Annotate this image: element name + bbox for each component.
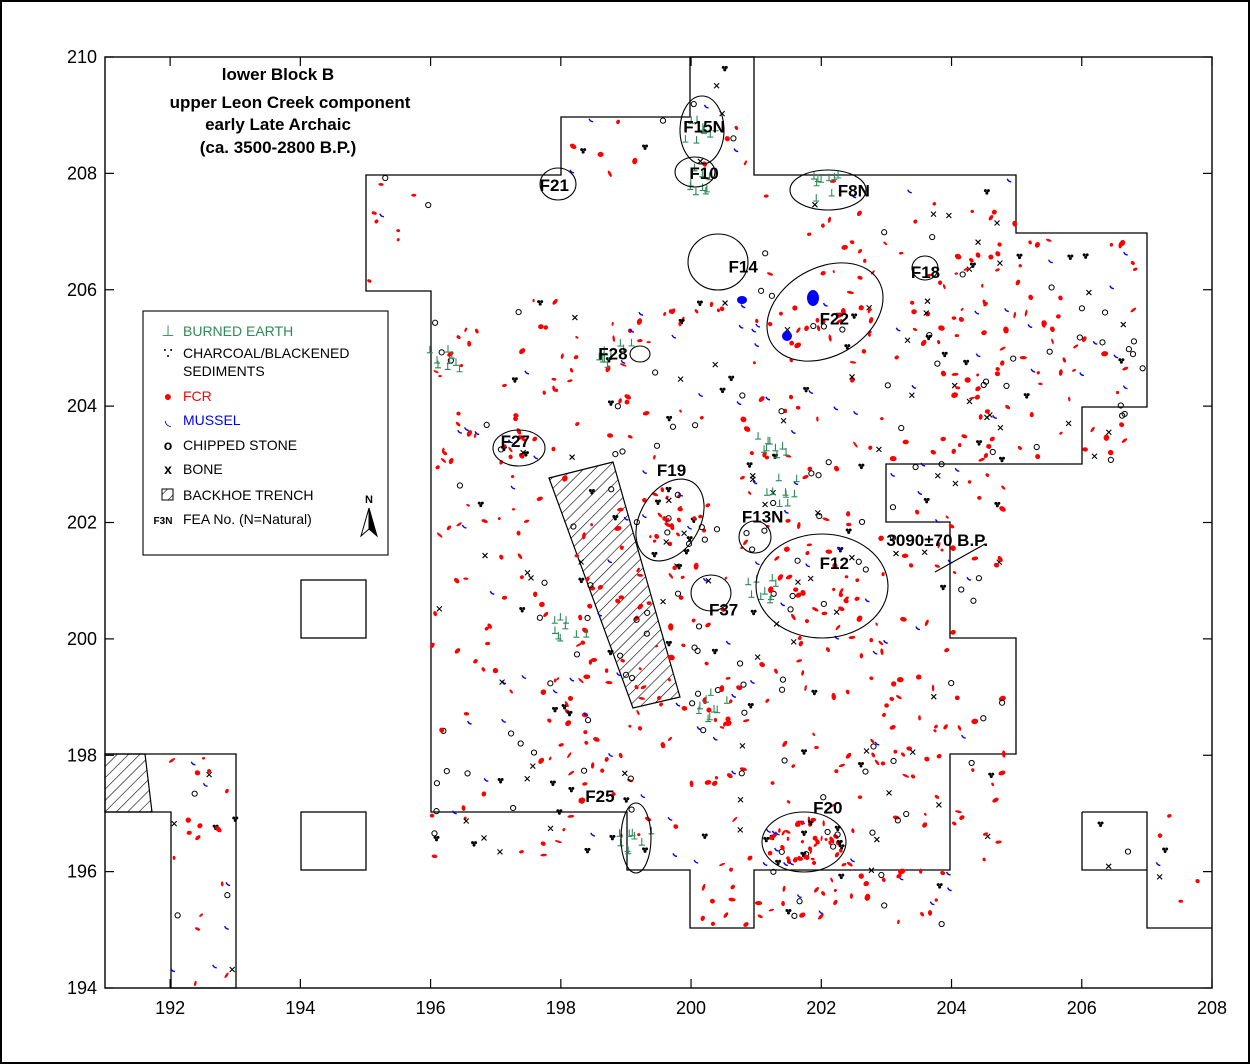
outline-f21 [539,167,577,201]
legend-symbol-fea-no: F3N [154,516,173,527]
title-line-4: (ca. 3500-2800 B.P.) [200,138,357,157]
y-tick-label: 200 [67,629,97,649]
legend-symbol-charcoal: ∵ [163,345,173,362]
test-unit-194-200 [300,579,367,639]
legend-symbol-bone: x [164,461,172,477]
outline-f25 [620,802,652,874]
legend: ⊥ BURNED EARTH ∵ CHARCOAL/BLACKENED SEDI… [142,310,389,556]
legend-label-charcoal: CHARCOAL/BLACKENED [183,345,350,361]
outline-f37 [690,574,732,612]
outline-f13n [738,520,772,554]
y-tick-label: 206 [67,280,97,300]
title-line-1: lower Block B [222,65,334,84]
north-arrow-right [368,507,378,538]
legend-symbol-burned-earth: ⊥ [161,323,174,340]
outline-f12 [755,533,889,639]
feature-label-f10: F10 [689,164,718,183]
feature-label-f20: F20 [813,798,842,817]
legend-symbol-chipped-stone: o [164,437,173,453]
legend-label-burned-earth: BURNED EARTH [183,323,293,339]
map-title: lower Block B upper Leon Creek component… [170,65,411,157]
feature-label-f12: F12 [820,554,849,573]
x-tick-label: 208 [1197,998,1227,1018]
x-tick-label: 192 [155,998,185,1018]
backhoe-trench-main [548,461,681,709]
test-unit-194-196 [300,811,367,871]
feature-label-f14: F14 [729,257,759,276]
outline-f10 [674,156,716,188]
feature-label-f25: F25 [585,787,614,806]
legend-label-bone: BONE [183,461,223,477]
north-arrow: N [360,494,378,538]
legend-label-mussel: MUSSEL [183,412,241,428]
outline-f19 [635,478,705,562]
title-line-3: early Late Archaic [205,115,351,134]
outline-f15n [679,95,725,165]
x-tick-label: 204 [937,998,967,1018]
feature-label-f28: F28 [598,345,627,364]
outline-f18 [911,255,939,281]
legend-box [142,310,389,556]
north-label: N [365,494,373,506]
x-tick-label: 196 [416,998,446,1018]
x-tick-label: 206 [1067,998,1097,1018]
feature-label-f18: F18 [911,263,940,282]
feature-label-f27: F27 [501,432,530,451]
artifact-scatter [168,65,1200,987]
x-tick-label: 200 [676,998,706,1018]
feature-label-f19: F19 [657,461,686,480]
y-tick-label: 194 [67,978,97,998]
y-tick-label: 198 [67,745,97,765]
feature-label-f13n: F13N [742,508,784,527]
x-tick-label: 198 [546,998,576,1018]
x-axis: 192 194 196 198 200 202 204 206 208 [155,57,1227,1018]
feature-outlines [492,95,939,874]
y-tick-label: 202 [67,513,97,533]
legend-label-backhoe-trench: BACKHOE TRENCH [183,487,313,503]
y-tick-label: 196 [67,862,97,882]
annotation-leader [934,543,986,573]
feature-label-f21: F21 [540,176,569,195]
feature-label-f8n: F8N [838,182,870,201]
outline-f22 [766,262,884,362]
outline-f20 [761,811,847,873]
legend-symbol-mussel: ◟ [165,412,172,429]
legend-label-charcoal-2: SEDIMENTS [183,363,265,379]
test-unit-bottom-left [105,753,237,989]
y-tick-label: 208 [67,163,97,183]
outline-f28 [629,345,651,363]
outline-f8n [789,169,867,211]
x-tick-label: 194 [285,998,315,1018]
radiocarbon-date-label: 3090±70 B.P. [886,531,988,550]
title-line-2: upper Leon Creek component [170,93,411,112]
feature-labels: F21 F15N F10 F8N F14 F18 F22 F28 F27 F19 F13N F12 F3… [501,118,941,818]
backhoe-trench-left [104,753,153,813]
feature-label-f15n: F15N [683,118,725,137]
legend-symbol-backhoe-trench [161,488,174,501]
outline-f27 [492,429,546,467]
feature-label-f22: F22 [820,310,849,329]
x-tick-label: 202 [806,998,836,1018]
y-tick-label: 204 [67,396,97,416]
y-axis: 194 196 198 200 202 204 206 208 210 [67,47,1212,998]
test-unit-bottom-right [1081,811,1212,929]
excavation-outline [365,56,1148,929]
outline-f14 [687,233,749,291]
legend-symbol-fcr: ● [164,388,172,404]
legend-label-chipped-stone: CHIPPED STONE [183,437,297,453]
legend-label-fea-no: FEA No. (N=Natural) [183,511,312,527]
y-tick-label: 210 [67,47,97,67]
legend-label-fcr: FCR [183,388,212,404]
feature-label-f37: F37 [709,601,738,620]
